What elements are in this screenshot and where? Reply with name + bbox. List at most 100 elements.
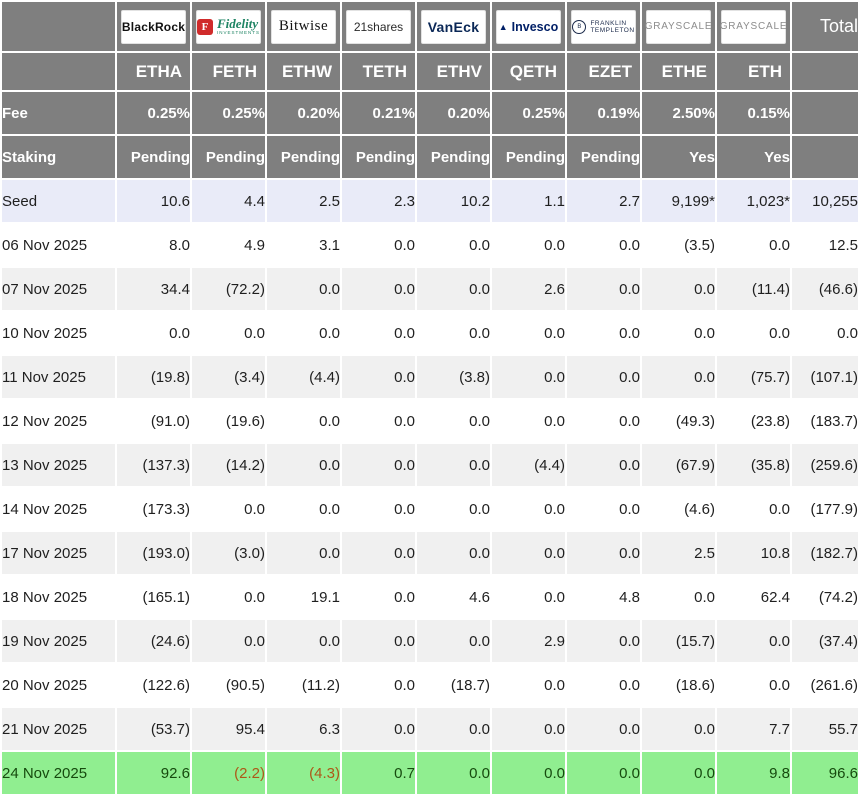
fee-ethw: 0.20% <box>265 90 342 136</box>
value-cell: 0.0 <box>340 398 417 444</box>
value-cell: 0.0 <box>265 310 342 356</box>
ticker-etha: ETHA <box>115 51 192 92</box>
staking-ethe: Yes <box>640 134 717 180</box>
row-label: 06 Nov 2025 <box>0 222 117 268</box>
fee-row: Fee 0.25% 0.25% 0.20% 0.21% 0.20% 0.25% 0.19% 2.… <box>0 90 858 136</box>
table-row: 07 Nov 2025 34.4 (72.2) 0.0 0.0 0.0 2.6 0.0 0.0(… <box>0 266 858 312</box>
value-cell: 0.0 <box>265 442 342 488</box>
table-row: Seed 10.6 4.4 2.5 2.3 10.2 1.1 2.7 9,199* 1,023* 1… <box>0 178 858 224</box>
value-cell: 0.0 <box>340 530 417 576</box>
franklin-logo: B FRANKLIN TEMPLETON <box>571 9 636 44</box>
value-cell: (53.7) <box>115 706 192 752</box>
staking-teth: Pending <box>340 134 417 180</box>
value-cell: 0.0 <box>565 618 642 664</box>
issuer-cell-ezet: B FRANKLIN TEMPLETON <box>565 0 642 53</box>
value-cell: 9,199* <box>640 178 717 224</box>
staking-eth: Yes <box>715 134 792 180</box>
fidelity-logo: F Fidelity INVESTMENTS <box>196 9 261 44</box>
table-body: Seed 10.6 4.4 2.5 2.3 10.2 1.1 2.7 9,199* 1,023* 1… <box>0 178 858 796</box>
value-cell: 0.0 <box>640 310 717 356</box>
value-cell: 62.4 <box>715 574 792 620</box>
value-cell: 10.2 <box>415 178 492 224</box>
value-cell: 0.0 <box>340 486 417 532</box>
value-cell: 0.0 <box>415 530 492 576</box>
ticker-ezet: EZET <box>565 51 642 92</box>
row-label: 13 Nov 2025 <box>0 442 117 488</box>
value-cell: (3.4) <box>190 354 267 400</box>
value-cell: 0.0 <box>190 310 267 356</box>
value-cell: (91.0) <box>115 398 192 444</box>
value-cell: 0.7 <box>340 750 417 796</box>
value-cell: 4.6 <box>415 574 492 620</box>
value-cell: (4.4) <box>265 354 342 400</box>
table-row: 18 Nov 2025 (165.1) 0.0 19.1 0.0 4.6 0.0 4.8 0.0… <box>0 574 858 620</box>
value-cell: (37.4) <box>790 618 858 664</box>
value-cell: 0.0 <box>415 310 492 356</box>
value-cell: 0.0 <box>265 618 342 664</box>
row-label: 24 Nov 2025 <box>0 750 117 796</box>
value-cell: 0.0 <box>415 266 492 312</box>
value-cell: 0.0 <box>565 486 642 532</box>
value-cell: 3.1 <box>265 222 342 268</box>
value-cell: (46.6) <box>790 266 858 312</box>
ticker-ethv: ETHV <box>415 51 492 92</box>
value-cell: (137.3) <box>115 442 192 488</box>
value-cell: 0.0 <box>265 266 342 312</box>
value-cell: (75.7) <box>715 354 792 400</box>
value-cell: (3.8) <box>415 354 492 400</box>
row-label: 17 Nov 2025 <box>0 530 117 576</box>
row-label: 21 Nov 2025 <box>0 706 117 752</box>
value-cell: 0.0 <box>640 574 717 620</box>
row-label: 20 Nov 2025 <box>0 662 117 708</box>
table-row: 14 Nov 2025 (173.3) 0.0 0.0 0.0 0.0 0.0 0.0 (4.6… <box>0 486 858 532</box>
value-cell: (24.6) <box>115 618 192 664</box>
value-cell: 0.0 <box>265 530 342 576</box>
value-cell: 2.5 <box>265 178 342 224</box>
value-cell: 0.0 <box>715 662 792 708</box>
value-cell: 4.9 <box>190 222 267 268</box>
value-cell: 19.1 <box>265 574 342 620</box>
staking-feth: Pending <box>190 134 267 180</box>
value-cell: (23.8) <box>715 398 792 444</box>
grayscale-logo: GRAYSCALE <box>719 9 788 44</box>
issuer-cell-ethw: Bitwise <box>265 0 342 53</box>
staking-etha: Pending <box>115 134 192 180</box>
blackrock-wordmark: BlackRock <box>121 19 186 34</box>
value-cell: 0.0 <box>715 486 792 532</box>
issuer-cell-ethe: GRAYSCALE <box>640 0 717 53</box>
value-cell: 6.3 <box>265 706 342 752</box>
value-cell: (67.9) <box>640 442 717 488</box>
value-cell: 8.0 <box>115 222 192 268</box>
value-cell: (4.3) <box>265 750 342 796</box>
grayscale-wordmark: GRAYSCALE <box>719 21 788 32</box>
franklin-circle-icon: B <box>572 19 587 34</box>
value-cell: 0.0 <box>490 354 567 400</box>
fidelity-name: Fidelity <box>216 16 259 32</box>
value-cell: 10.6 <box>115 178 192 224</box>
staking-row-label: Staking <box>0 134 117 180</box>
value-cell: (261.6) <box>790 662 858 708</box>
issuer-cell-feth: F Fidelity INVESTMENTS <box>190 0 267 53</box>
fidelity-f-icon: F <box>197 18 213 35</box>
bitwise-logo: Bitwise <box>271 9 336 44</box>
value-cell: (2.2) <box>190 750 267 796</box>
value-cell: 2.9 <box>490 618 567 664</box>
value-cell: 4.4 <box>190 178 267 224</box>
value-cell: 0.0 <box>340 706 417 752</box>
fee-eth: 0.15% <box>715 90 792 136</box>
value-cell: 2.3 <box>340 178 417 224</box>
vaneck-wordmark: VanEck <box>427 18 480 35</box>
issuer-logo-row: BlackRock F Fidelity INVESTMENTS Bitwise 21sh… <box>0 0 858 53</box>
value-cell: 0.0 <box>490 750 567 796</box>
row-label: 10 Nov 2025 <box>0 310 117 356</box>
issuer-cell-teth: 21shares <box>340 0 417 53</box>
value-cell: (11.2) <box>265 662 342 708</box>
ticker-eth: ETH <box>715 51 792 92</box>
value-cell: (72.2) <box>190 266 267 312</box>
table-row: 06 Nov 2025 8.0 4.9 3.1 0.0 0.0 0.0 0.0 (3.5) 0.0… <box>0 222 858 268</box>
value-cell: 0.0 <box>565 442 642 488</box>
grayscale-logo: GRAYSCALE <box>645 9 712 44</box>
ticker-ethe: ETHE <box>640 51 717 92</box>
table-row: 12 Nov 2025 (91.0) (19.6) 0.0 0.0 0.0 0.0 0.0 (4… <box>0 398 858 444</box>
